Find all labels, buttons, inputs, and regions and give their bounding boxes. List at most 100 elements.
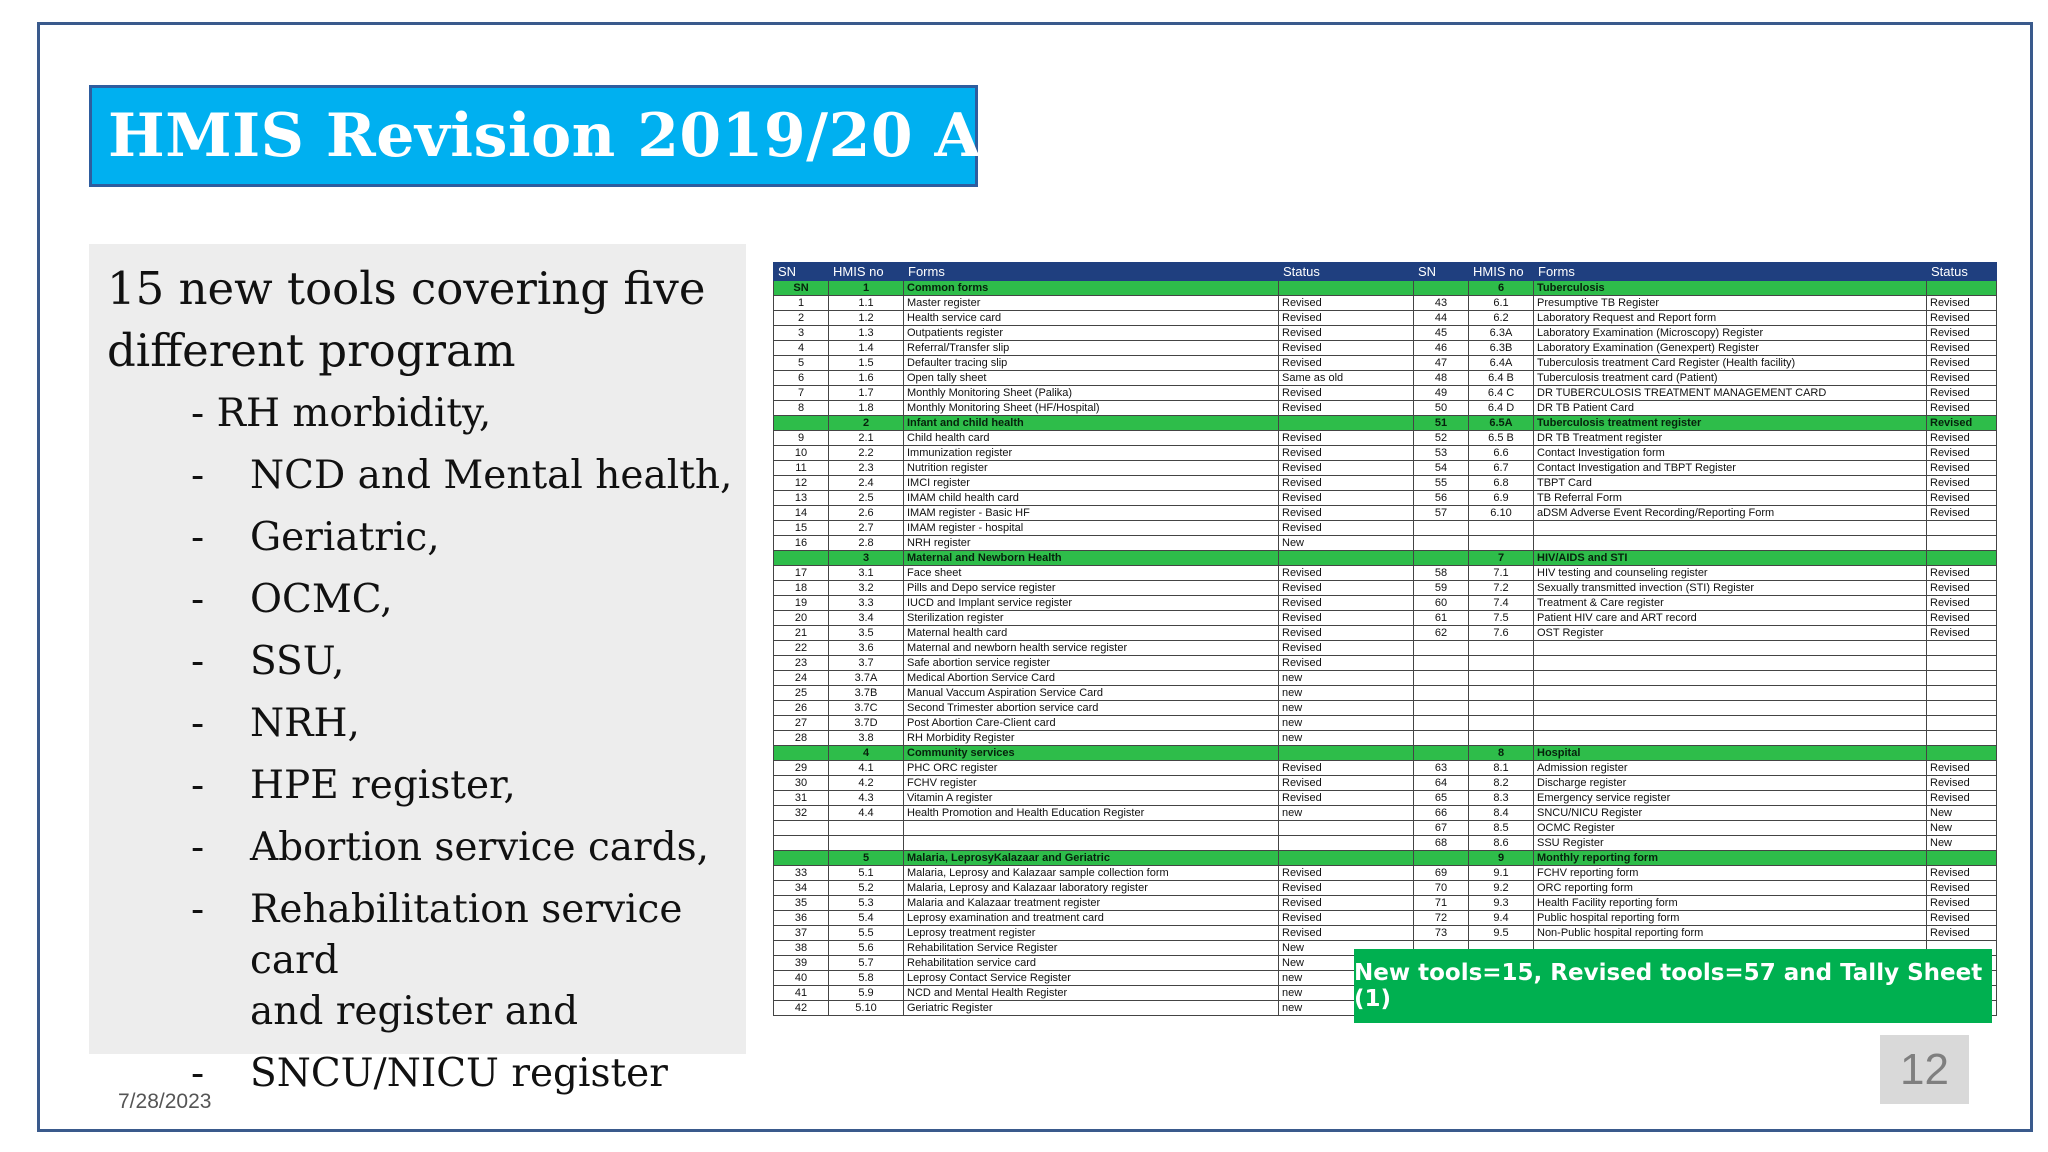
table-cell: 7 <box>773 385 829 401</box>
program-item: - OCMC, <box>107 574 746 625</box>
table-row: 3 1.3 Outpatients register Revised 45 6.3A Lab… <box>773 325 1997 341</box>
table-cell: Laboratory Examination (Microscopy) Regi… <box>1533 325 1927 341</box>
table-cell: 38 <box>773 940 829 956</box>
table-cell: 61 <box>1413 610 1469 626</box>
table-cell: 21 <box>773 625 829 641</box>
table-cell: 8.1 <box>1468 760 1534 776</box>
table-cell: 57 <box>1413 505 1469 521</box>
table-cell: Common forms <box>903 280 1279 296</box>
table-cell: Revised <box>1926 925 1997 941</box>
table-cell: PHC ORC register <box>903 760 1279 776</box>
table-row: 6 1.6 Open tally sheet Same as old 48 6.4 B Tu… <box>773 370 1997 386</box>
bullet-dash: - <box>191 639 205 684</box>
program-item-text: SNCU/NICU register <box>250 1051 668 1096</box>
table-cell: 30 <box>773 775 829 791</box>
table-cell <box>1278 745 1414 761</box>
table-cell <box>1413 715 1469 731</box>
table-cell: Revised <box>1926 340 1997 356</box>
table-cell: Revised <box>1926 565 1997 581</box>
table-cell: Revised <box>1926 295 1997 311</box>
slide-title: HMIS Revision 2019/20 AD <box>108 101 1035 171</box>
table-cell <box>1468 685 1534 701</box>
table-cell: 5.8 <box>828 970 904 986</box>
table-cell: Revised <box>1926 895 1997 911</box>
table-cell: 3.7B <box>828 685 904 701</box>
table-row: 11 2.3 Nutrition register Revised 54 6.7 Conta… <box>773 460 1997 476</box>
table-cell: Revised <box>1926 625 1997 641</box>
table-cell: 55 <box>1413 475 1469 491</box>
table-cell: Revised <box>1278 445 1414 461</box>
table-cell <box>1468 700 1534 716</box>
table-cell: 5.4 <box>828 910 904 926</box>
table-cell: Revised <box>1278 865 1414 881</box>
column-header: Status <box>1278 262 1414 281</box>
table-cell: Rehabilitation service card <box>903 955 1279 971</box>
table-cell <box>1468 535 1534 551</box>
bullet-dash: - <box>191 577 205 622</box>
table-cell <box>1278 415 1414 431</box>
table-cell: 2.4 <box>828 475 904 491</box>
table-cell: 4.4 <box>828 805 904 821</box>
table-section-row: 2 Infant and child health 51 6.5A Tuberculos… <box>773 415 1997 431</box>
table-cell: Revised <box>1278 655 1414 671</box>
bullet-dash: - <box>191 701 205 746</box>
table-cell: 9.3 <box>1468 895 1534 911</box>
table-cell: New <box>1926 835 1997 851</box>
table-row: 7 1.7 Monthly Monitoring Sheet (Palika) Rev… <box>773 385 1997 401</box>
table-cell: 45 <box>1413 325 1469 341</box>
table-cell: Revised <box>1926 505 1997 521</box>
table-row: 23 3.7 Safe abortion service register Revis… <box>773 655 1997 671</box>
table-cell: 2.3 <box>828 460 904 476</box>
table-cell: 48 <box>1413 370 1469 386</box>
table-cell: Malaria, Leprosy and Kalazaar sample col… <box>903 865 1279 881</box>
column-header: Status <box>1926 262 1997 281</box>
table-cell: 3.6 <box>828 640 904 656</box>
table-cell: 62 <box>1413 625 1469 641</box>
table-row: 8 1.8 Monthly Monitoring Sheet (HF/Hospita… <box>773 400 1997 416</box>
table-cell <box>1533 520 1927 536</box>
table-cell: FCHV reporting form <box>1533 865 1927 881</box>
table-cell <box>1926 715 1997 731</box>
table-cell: Revised <box>1278 295 1414 311</box>
bullet-text-box: 15 new tools covering five different pro… <box>89 244 746 1096</box>
bullet-dash: - <box>191 1051 205 1096</box>
table-cell: Revised <box>1278 595 1414 611</box>
table-cell: Discharge register <box>1533 775 1927 791</box>
table-row: 24 3.7A Medical Abortion Service Card new <box>773 670 1997 686</box>
table-cell: new <box>1278 670 1414 686</box>
table-row: 5 1.5 Defaulter tracing slip Revised 47 6.4A T… <box>773 355 1997 371</box>
table-cell <box>1926 745 1997 761</box>
table-cell <box>1533 700 1927 716</box>
table-cell: 24 <box>773 670 829 686</box>
table-cell: Malaria, LeprosyKalazaar and Geriatric <box>903 850 1279 866</box>
table-cell: Revised <box>1278 490 1414 506</box>
slide-title-box: HMIS Revision 2019/20 AD <box>89 85 1034 187</box>
table-cell: IMAM register - hospital <box>903 520 1279 536</box>
table-cell: TB Referral Form <box>1533 490 1927 506</box>
table-cell: 60 <box>1413 595 1469 611</box>
table-cell: Revised <box>1278 400 1414 416</box>
table-cell: 5.5 <box>828 925 904 941</box>
table-cell: Medical Abortion Service Card <box>903 670 1279 686</box>
table-cell <box>773 835 829 851</box>
table-row: 31 4.3 Vitamin A register Revised 65 8.3 Emerg… <box>773 790 1997 806</box>
table-cell: 11 <box>773 460 829 476</box>
table-cell: 1.7 <box>828 385 904 401</box>
table-cell <box>1413 520 1469 536</box>
table-cell <box>1926 670 1997 686</box>
table-cell: 5.1 <box>828 865 904 881</box>
table-cell: Face sheet <box>903 565 1279 581</box>
table-cell: 72 <box>1413 910 1469 926</box>
table-cell <box>1468 715 1534 731</box>
table-cell: Tuberculosis treatment register <box>1533 415 1927 431</box>
table-cell: Contact Investigation form <box>1533 445 1927 461</box>
table-cell: 2.8 <box>828 535 904 551</box>
table-row: 22 3.6 Maternal and newborn health service… <box>773 640 1997 656</box>
table-cell: OST Register <box>1533 625 1927 641</box>
table-cell: 6.9 <box>1468 490 1534 506</box>
table-cell: Revised <box>1926 580 1997 596</box>
column-header: SN <box>1413 262 1469 281</box>
table-row: 30 4.2 FCHV register Revised 64 8.2 Discharge … <box>773 775 1997 791</box>
table-cell: 49 <box>1413 385 1469 401</box>
table-cell: Revised <box>1278 880 1414 896</box>
